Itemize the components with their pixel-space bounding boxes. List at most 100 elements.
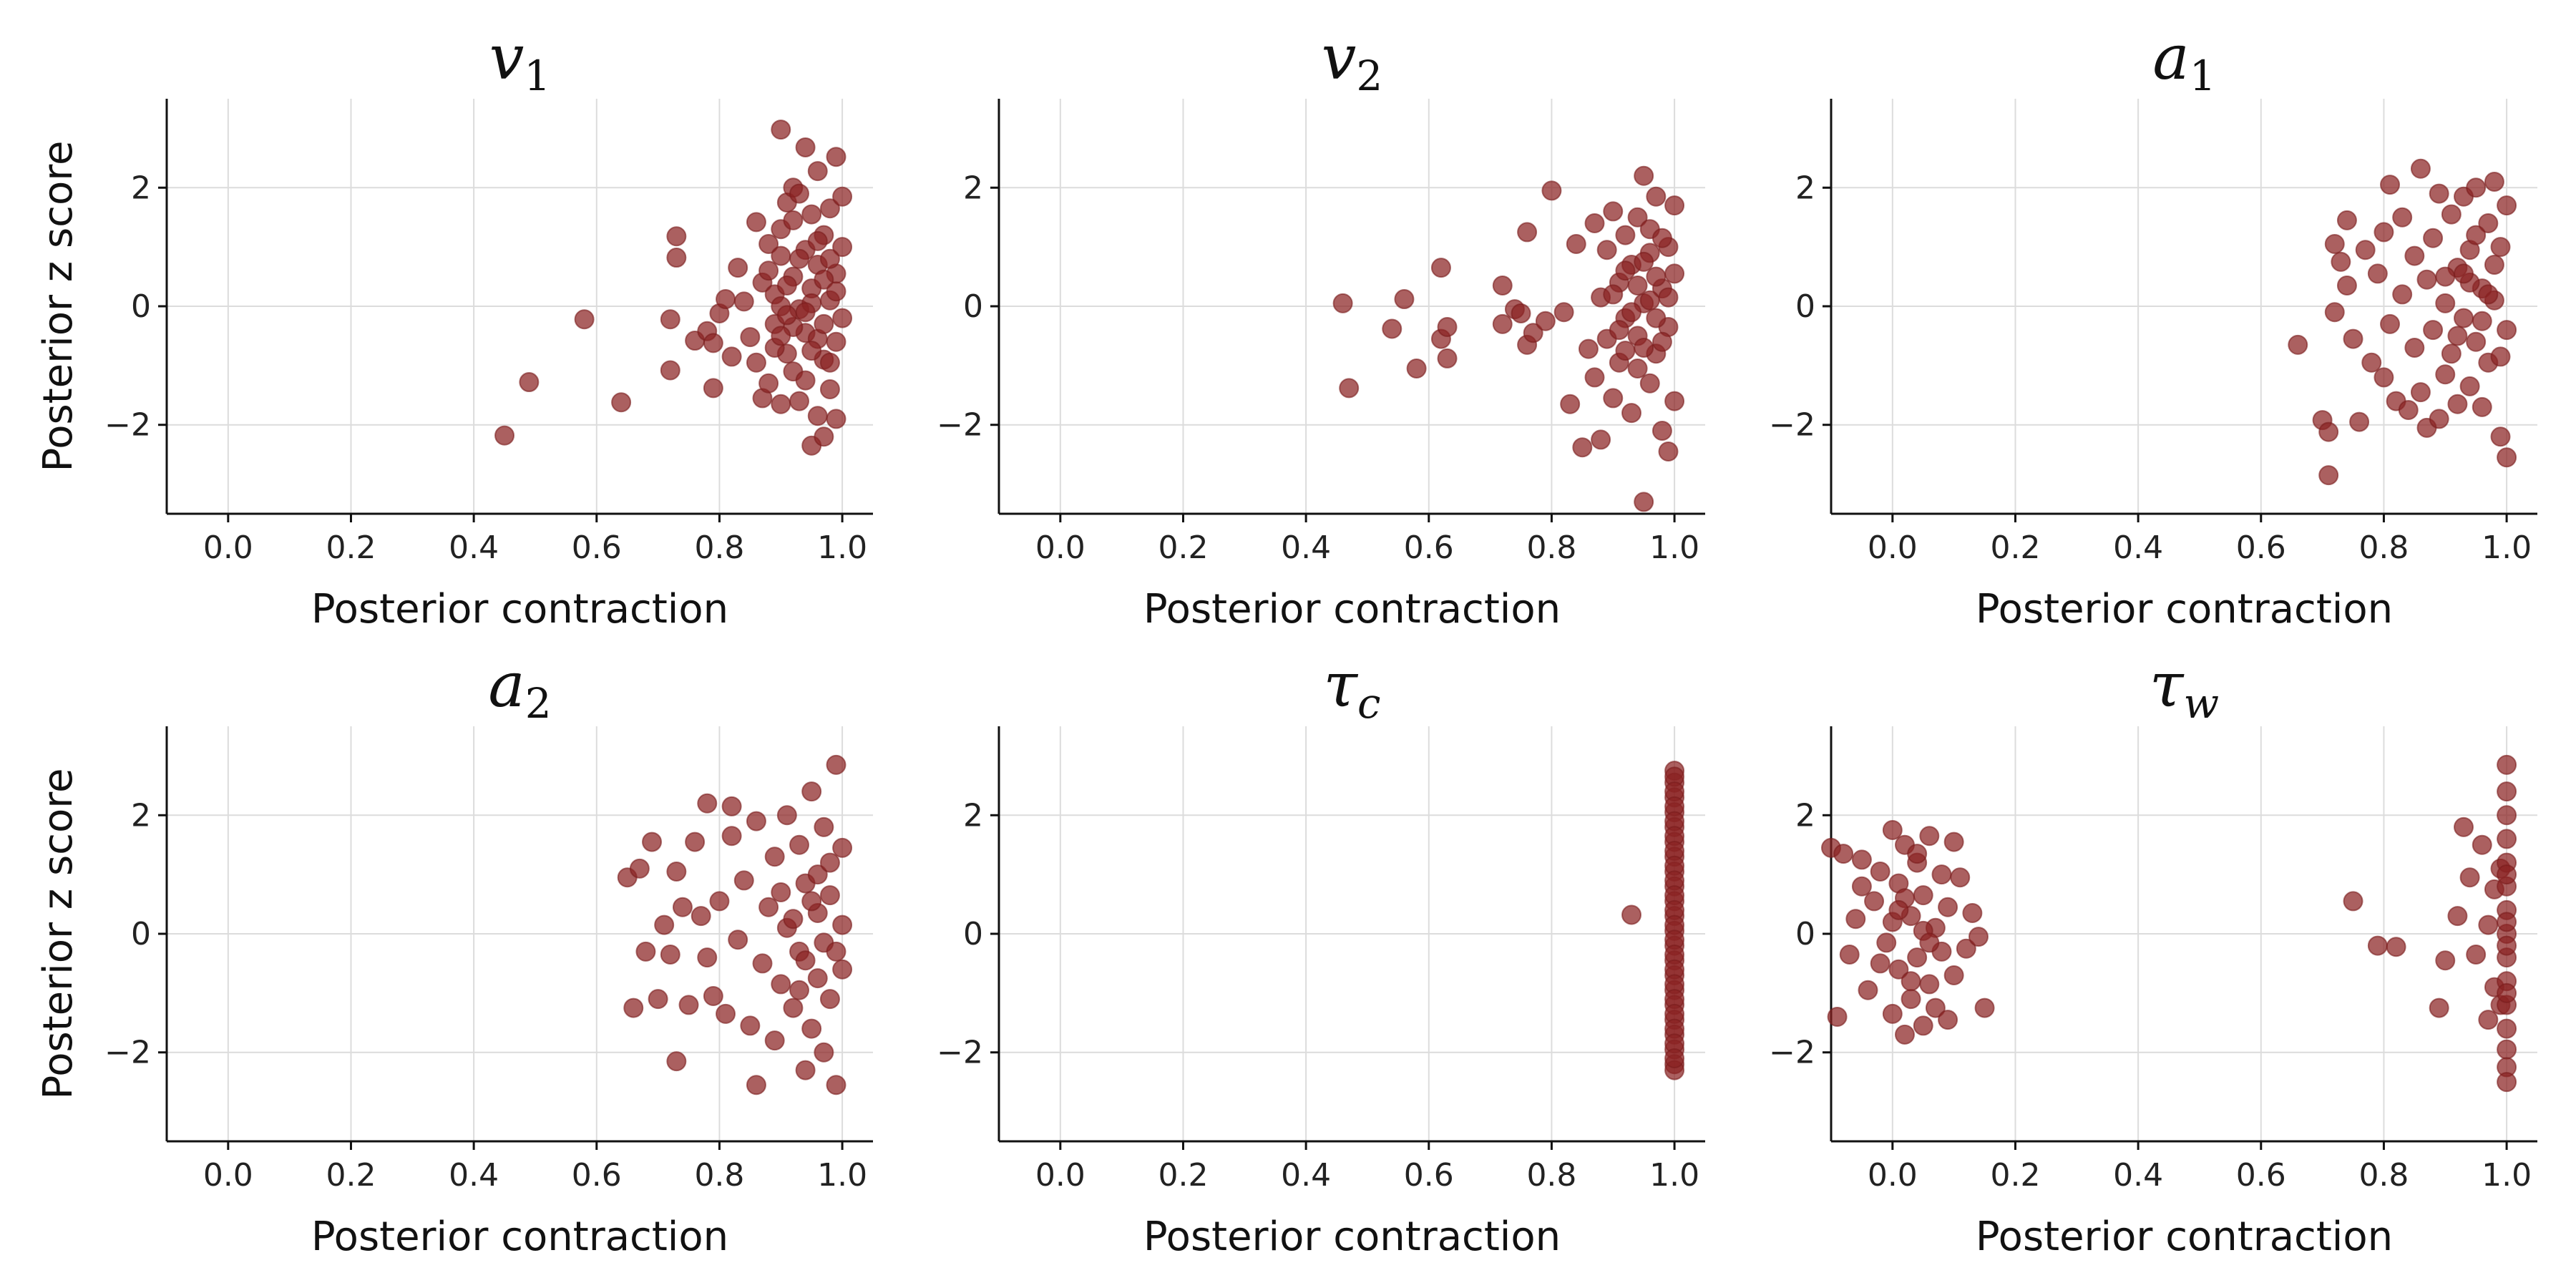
data-point	[2497, 1072, 2517, 1093]
data-point	[1517, 222, 1538, 243]
data-point	[1664, 1048, 1685, 1068]
data-point	[795, 370, 816, 391]
x-tick-label: 0.8	[1526, 530, 1576, 566]
data-point	[1627, 207, 1648, 228]
data-point	[764, 847, 785, 867]
data-point	[764, 1030, 785, 1051]
data-point	[1658, 287, 1679, 308]
data-point	[2404, 338, 2425, 358]
data-point	[1584, 213, 1605, 233]
data-point	[2380, 313, 2401, 334]
data-point	[814, 269, 834, 290]
x-tick-label: 0.0	[1035, 1157, 1085, 1194]
data-point	[2459, 867, 2480, 888]
data-point	[1492, 313, 1513, 334]
data-point	[1639, 373, 1660, 394]
data-point	[1845, 909, 1866, 930]
x-tick-label: 0.8	[694, 530, 744, 566]
data-point	[819, 352, 840, 373]
data-point	[1639, 290, 1660, 311]
data-point	[2478, 914, 2499, 935]
data-point	[2466, 177, 2487, 198]
data-point	[1634, 165, 1654, 186]
data-point	[635, 941, 656, 962]
y-tick-label: 2	[131, 797, 151, 834]
data-point	[771, 394, 791, 414]
data-point	[1925, 997, 1946, 1018]
data-point	[1938, 1010, 1958, 1030]
data-point	[2318, 421, 2339, 442]
data-point	[2441, 343, 2462, 364]
data-point	[814, 313, 834, 334]
y-tick-label: −2	[1769, 407, 1815, 444]
data-point	[2392, 284, 2413, 305]
data-point	[2336, 275, 2357, 296]
data-point	[2497, 195, 2517, 216]
data-point	[691, 906, 711, 927]
data-point	[1870, 862, 1890, 882]
data-point	[1621, 904, 1642, 925]
x-tick-label: 1.0	[1649, 1157, 1699, 1194]
data-point	[1664, 263, 1685, 284]
data-point	[832, 914, 853, 935]
y-tick-label: 0	[963, 916, 983, 952]
data-point	[1827, 1007, 1848, 1027]
data-point	[2484, 255, 2504, 275]
data-point	[2343, 891, 2363, 912]
data-point	[789, 248, 810, 269]
data-point	[795, 137, 816, 157]
data-point	[1332, 293, 1353, 313]
data-point	[2466, 225, 2487, 245]
scatter-series	[1821, 754, 2517, 1093]
data-point	[716, 1003, 736, 1024]
x-tick-label: 0.8	[1526, 1157, 1576, 1194]
data-point	[697, 793, 718, 814]
data-point	[1603, 201, 1624, 222]
x-tick-label: 0.2	[1158, 1157, 1208, 1194]
scatter-series	[494, 119, 853, 456]
data-point	[666, 862, 687, 882]
data-point	[758, 234, 779, 254]
data-point	[1382, 318, 1402, 339]
data-point	[801, 204, 822, 225]
data-point	[1523, 323, 1543, 343]
data-point	[1339, 378, 1360, 399]
data-point	[2490, 346, 2511, 367]
x-tick-label: 1.0	[2482, 1157, 2532, 1194]
x-tick-label: 0.2	[1990, 530, 2040, 566]
data-point	[1894, 1024, 1915, 1045]
data-point	[758, 373, 779, 394]
data-point	[1943, 831, 1964, 852]
data-point	[1627, 275, 1648, 296]
x-tick-label: 0.4	[449, 530, 499, 566]
scatter-series	[1621, 761, 1685, 1080]
data-point	[807, 968, 828, 989]
data-point	[826, 1075, 847, 1096]
data-point	[2318, 465, 2339, 486]
data-point	[1406, 358, 1427, 379]
data-point	[1938, 897, 1958, 917]
data-point	[1974, 997, 1995, 1018]
data-point	[2349, 411, 2370, 432]
data-point	[623, 997, 644, 1018]
data-point	[2331, 251, 2351, 272]
data-point	[789, 834, 810, 855]
data-point	[1664, 195, 1685, 216]
data-point	[771, 245, 791, 266]
y-axis-label: Posterior z score	[35, 769, 82, 1100]
data-point	[2466, 331, 2487, 352]
y-tick-label: −2	[104, 1035, 151, 1071]
data-point	[709, 891, 730, 912]
data-point	[1652, 228, 1672, 248]
data-point	[1882, 1003, 1903, 1024]
x-tick-label: 1.0	[1649, 530, 1699, 566]
x-tick-label: 0.4	[1281, 1157, 1331, 1194]
data-point	[746, 212, 766, 233]
data-point	[758, 260, 779, 281]
data-point	[740, 1015, 761, 1036]
y-tick-label: 2	[1795, 170, 1815, 206]
data-point	[1858, 980, 1878, 1000]
data-point	[1652, 331, 1672, 352]
data-point	[1621, 302, 1642, 323]
data-point	[666, 248, 687, 268]
